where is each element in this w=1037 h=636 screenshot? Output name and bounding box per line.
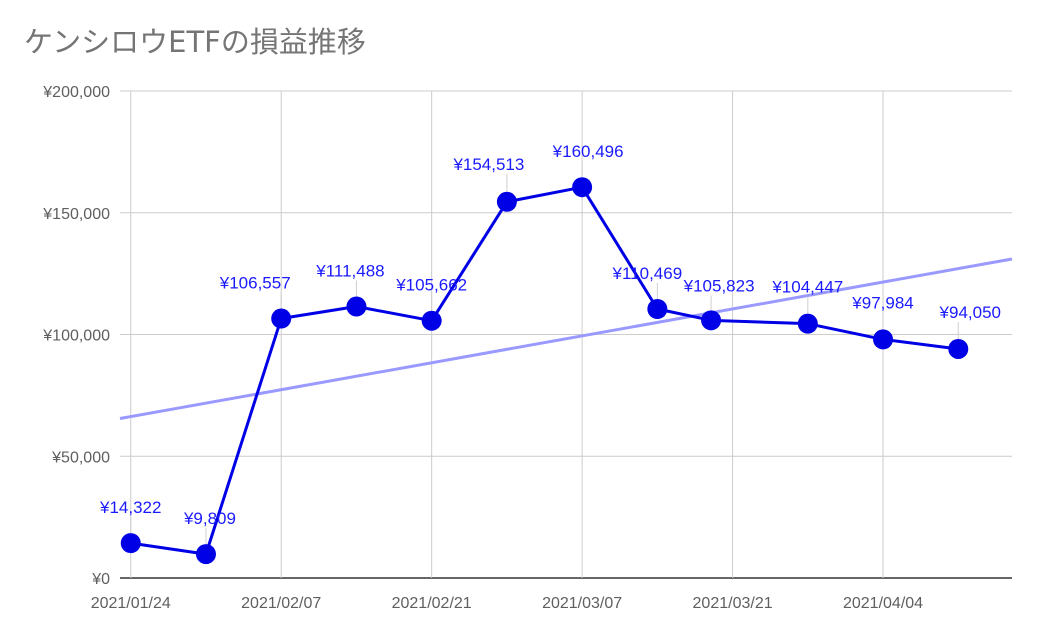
data-point — [421, 310, 442, 331]
data-point — [195, 544, 216, 565]
trendline — [119, 257, 1013, 420]
chart-title: ケンシロウETFの損益推移 — [24, 25, 366, 59]
data-labels: ¥14,322 ¥9,809 ¥106,557 ¥111,488 ¥105,662 ¥15… — [99, 142, 1001, 545]
y-tick-label: ¥150,000 — [42, 206, 110, 223]
data-label: ¥104,447 — [771, 278, 843, 297]
data-point — [496, 191, 517, 212]
data-label: ¥106,557 — [219, 274, 291, 293]
data-label: ¥97,984 — [851, 293, 913, 312]
data-point — [271, 308, 292, 329]
data-point — [346, 296, 367, 317]
data-label: ¥110,469 — [612, 264, 683, 283]
data-point — [873, 329, 894, 350]
axis-ticks: ¥0 ¥50,000 ¥100,000 ¥150,000 ¥200,000 2021/01… — [42, 84, 923, 612]
data-point — [797, 313, 818, 334]
data-label: ¥94,050 — [939, 303, 1001, 322]
data-label: ¥111,488 — [315, 262, 384, 281]
grid — [120, 90, 1012, 579]
data-point — [647, 299, 668, 320]
x-tick-label: 2021/03/07 — [542, 595, 622, 612]
x-tick-label: 2021/02/21 — [392, 595, 472, 612]
y-tick-label: ¥0 — [91, 571, 110, 588]
data-label: ¥105,662 — [395, 276, 467, 295]
data-point — [572, 177, 593, 198]
x-tick-label: 2021/03/21 — [693, 595, 773, 612]
y-tick-label: ¥100,000 — [42, 328, 110, 345]
x-tick-label: 2021/01/24 — [91, 595, 171, 612]
data-label: ¥105,823 — [683, 276, 755, 295]
y-tick-label: ¥200,000 — [42, 84, 110, 101]
trendline-layer — [119, 257, 1013, 420]
x-tick-label: 2021/02/07 — [241, 595, 321, 612]
data-point — [120, 533, 141, 554]
data-label: ¥14,322 — [99, 498, 161, 517]
series-layer — [120, 177, 969, 565]
x-tick-label: 2021/04/04 — [843, 595, 923, 612]
y-tick-label: ¥50,000 — [51, 449, 110, 466]
data-point — [948, 338, 969, 359]
data-point — [701, 310, 722, 331]
data-label: ¥154,513 — [452, 155, 524, 174]
data-label: ¥160,496 — [552, 142, 624, 161]
data-label: ¥9,809 — [183, 509, 236, 528]
series-line — [130, 185, 959, 556]
